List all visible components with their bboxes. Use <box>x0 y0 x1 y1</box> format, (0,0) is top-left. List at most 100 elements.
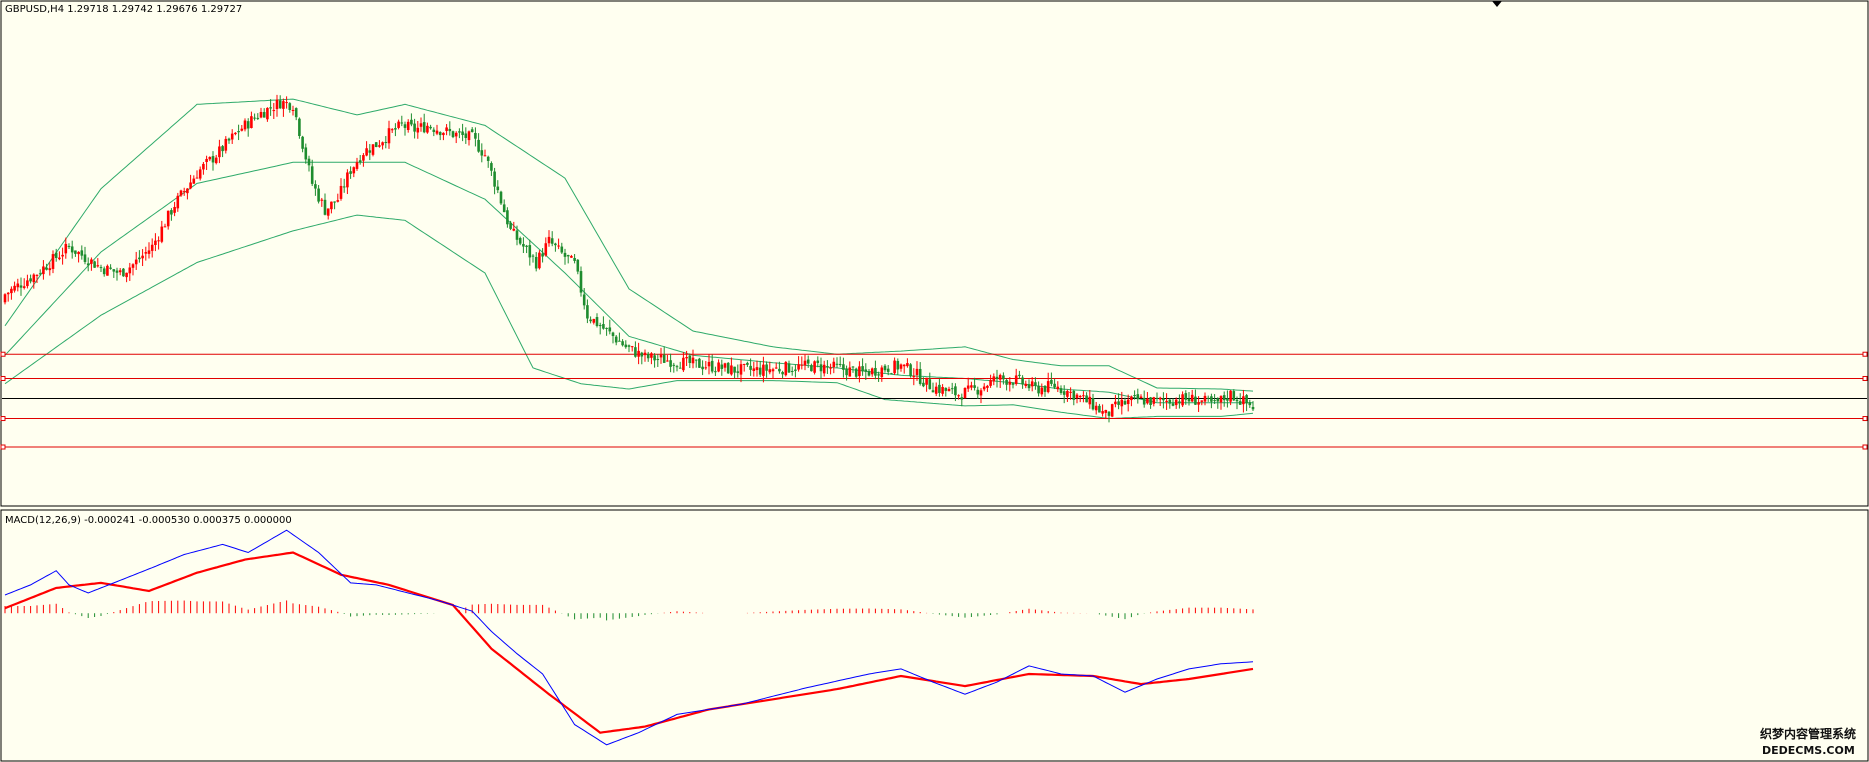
candlestick <box>563 248 567 265</box>
candle-body <box>1088 396 1092 405</box>
candlestick <box>976 386 980 399</box>
candlestick <box>934 382 938 397</box>
candle-body <box>1206 397 1210 399</box>
candle-body <box>691 357 695 364</box>
candle-body <box>3 294 7 303</box>
candlestick <box>557 238 560 250</box>
candlestick <box>83 246 87 265</box>
candle-body <box>762 364 765 376</box>
candlestick <box>566 254 570 264</box>
candlestick <box>522 237 525 253</box>
candlestick <box>938 378 941 397</box>
candle-body <box>749 365 752 370</box>
candlestick <box>582 288 586 310</box>
candlestick <box>362 153 365 167</box>
candlestick <box>166 210 170 230</box>
candle-body <box>99 267 103 269</box>
candlestick <box>93 260 96 268</box>
candle-body <box>1005 379 1008 385</box>
candlestick <box>502 199 506 213</box>
candle-body <box>534 256 538 269</box>
candlestick <box>1200 400 1204 406</box>
candle-body <box>413 123 416 132</box>
candlestick <box>6 292 10 302</box>
candle-body <box>1053 383 1056 388</box>
macd-window-frame <box>0 509 1869 762</box>
candlestick <box>1011 382 1015 389</box>
candle-body <box>416 127 420 133</box>
candle-body <box>1066 390 1069 397</box>
candle-body <box>1050 379 1053 384</box>
candlestick <box>1120 391 1124 415</box>
candlestick <box>42 260 45 280</box>
candlestick <box>762 356 765 383</box>
candlestick <box>301 135 304 153</box>
candlestick <box>810 363 813 372</box>
candlestick <box>29 274 32 284</box>
candlestick <box>544 237 548 257</box>
candle-body <box>202 163 205 170</box>
candle-body <box>1152 397 1156 404</box>
candlestick <box>1088 389 1092 409</box>
candlestick <box>790 366 794 376</box>
shift-marker-icon[interactable] <box>1492 1 1502 7</box>
candlestick <box>490 161 493 176</box>
candle-body <box>995 376 999 380</box>
candle-body <box>896 360 900 370</box>
candle-body <box>67 245 71 247</box>
candlestick <box>365 141 368 157</box>
candlestick <box>979 388 983 404</box>
candlestick <box>422 113 426 134</box>
candlestick <box>637 342 640 365</box>
candlestick <box>224 136 228 154</box>
candle-body <box>739 364 743 375</box>
candle-body <box>291 109 295 112</box>
candlestick <box>38 269 42 276</box>
candle-body <box>790 370 794 372</box>
candlestick <box>1101 404 1104 417</box>
candle-body <box>963 387 967 399</box>
candlestick <box>410 113 413 127</box>
candle-body <box>474 132 477 139</box>
candlestick <box>982 383 986 392</box>
candle-body <box>339 185 343 199</box>
candle-body <box>1251 406 1255 410</box>
candle-body <box>547 236 551 244</box>
watermark-line1: 织梦内容管理系统 <box>1760 726 1856 741</box>
candlestick <box>378 140 381 148</box>
candlestick <box>211 151 215 171</box>
candlestick <box>400 115 404 127</box>
candlestick <box>493 167 496 195</box>
candle-body <box>387 128 391 144</box>
candle-body <box>147 250 151 254</box>
candle-body <box>518 238 522 244</box>
candle-body <box>1194 396 1197 405</box>
candle-body <box>288 103 292 110</box>
candle-body <box>294 108 298 118</box>
candle-body <box>278 100 282 109</box>
candle-body <box>989 379 992 386</box>
candlestick <box>1251 401 1255 411</box>
candle-body <box>1114 401 1117 405</box>
candlestick <box>1082 391 1085 403</box>
candlestick <box>179 189 183 197</box>
candle-body <box>1069 391 1072 393</box>
macd-label: MACD(12,26,9) -0.000241 -0.000530 0.0003… <box>5 515 292 526</box>
candlestick <box>877 371 880 382</box>
candle-body <box>259 111 263 118</box>
candle-body <box>134 259 138 265</box>
candlestick <box>67 243 71 250</box>
candlestick <box>832 357 836 374</box>
candle-body <box>118 270 122 273</box>
candle-body <box>918 368 922 384</box>
candle-body <box>198 169 202 179</box>
candlestick <box>298 117 301 139</box>
candle-body <box>707 361 711 367</box>
candlestick <box>339 178 343 201</box>
candle-body <box>467 131 471 141</box>
candlestick <box>58 251 61 261</box>
candle-body <box>579 271 583 293</box>
candlestick <box>173 201 176 217</box>
candlestick <box>230 129 234 144</box>
candle-body <box>1082 395 1085 397</box>
